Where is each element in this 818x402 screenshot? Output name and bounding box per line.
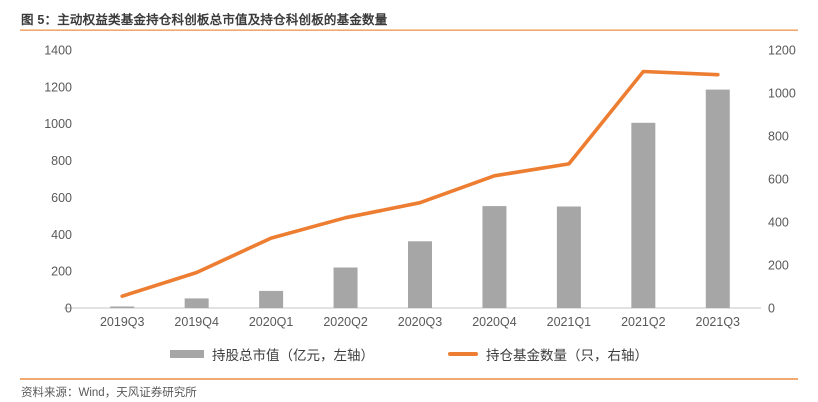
bar-2019Q3 xyxy=(110,306,135,308)
chart-canvas: 0 200 400 600 800 1000 1200 1400 0 200 400 600 800 10… xyxy=(44,44,796,330)
bar-2020Q3 xyxy=(408,241,432,308)
right-axis-tick-label: 1200 xyxy=(768,44,796,58)
bar-2021Q2 xyxy=(631,122,656,308)
right-axis-tick-label: 1000 xyxy=(768,87,796,101)
right-axis-tick-label: 0 xyxy=(768,302,775,316)
x-axis-category-label: 2020Q4 xyxy=(472,315,517,329)
chart-area: 0 200 400 600 800 1000 1200 1400 0 200 400 600 800 10… xyxy=(0,36,818,334)
legend-item-fund-count: 持仓基金数量（只，右轴） xyxy=(448,344,648,364)
left-axis-tick-label: 800 xyxy=(51,154,72,168)
legend-label: 持仓基金数量（只，右轴） xyxy=(486,348,648,363)
right-axis-tick-label: 600 xyxy=(768,173,789,187)
left-axis-tick-label: 0 xyxy=(65,302,72,316)
right-axis-tick-label: 800 xyxy=(768,130,789,144)
x-axis-category-label: 2020Q1 xyxy=(249,315,294,329)
bar-series-swatch xyxy=(170,350,204,358)
x-axis-category-label: 2021Q2 xyxy=(621,315,666,329)
x-axis-category-label: 2019Q3 xyxy=(100,315,145,329)
left-axis-tick-label: 200 xyxy=(51,265,72,279)
left-axis-tick-label: 1200 xyxy=(44,80,72,94)
right-axis-tick-label: 200 xyxy=(768,259,789,273)
x-axis-category-label: 2020Q3 xyxy=(398,315,443,329)
left-axis-tick-label: 600 xyxy=(51,191,72,205)
x-axis-category-label: 2020Q2 xyxy=(323,315,368,329)
figure-title: 图 5：主动权益类基金持仓科创板总市值及持仓科创板的基金数量 xyxy=(21,13,388,27)
legend-label: 持股总市值（亿元，左轴） xyxy=(212,348,374,363)
x-axis-category-label: 2019Q4 xyxy=(174,315,219,329)
bar-2020Q2 xyxy=(333,267,358,308)
left-axis-tick-label: 1400 xyxy=(44,44,72,58)
source-divider xyxy=(20,378,798,380)
title-divider xyxy=(20,29,798,31)
bar-2021Q3 xyxy=(705,89,730,308)
left-axis-tick-label: 400 xyxy=(51,228,72,242)
bar-2019Q4 xyxy=(184,298,209,308)
source-note: 资料来源：Wind，天风证券研究所 xyxy=(21,387,197,399)
right-axis-tick-label: 400 xyxy=(768,216,789,230)
bar-2020Q4 xyxy=(482,206,507,308)
left-axis-tick-label: 1000 xyxy=(44,117,72,131)
chart-legend: 持股总市值（亿元，左轴） 持仓基金数量（只，右轴） xyxy=(0,340,818,368)
x-axis-category-label: 2021Q3 xyxy=(696,315,741,329)
fund-count-line xyxy=(120,69,720,299)
legend-item-market-value: 持股总市值（亿元，左轴） xyxy=(170,344,374,364)
bar-2020Q1 xyxy=(259,290,284,308)
x-axis-category-label: 2021Q1 xyxy=(547,315,592,329)
line-series-swatch xyxy=(448,352,478,356)
bar-2021Q1 xyxy=(556,206,581,308)
